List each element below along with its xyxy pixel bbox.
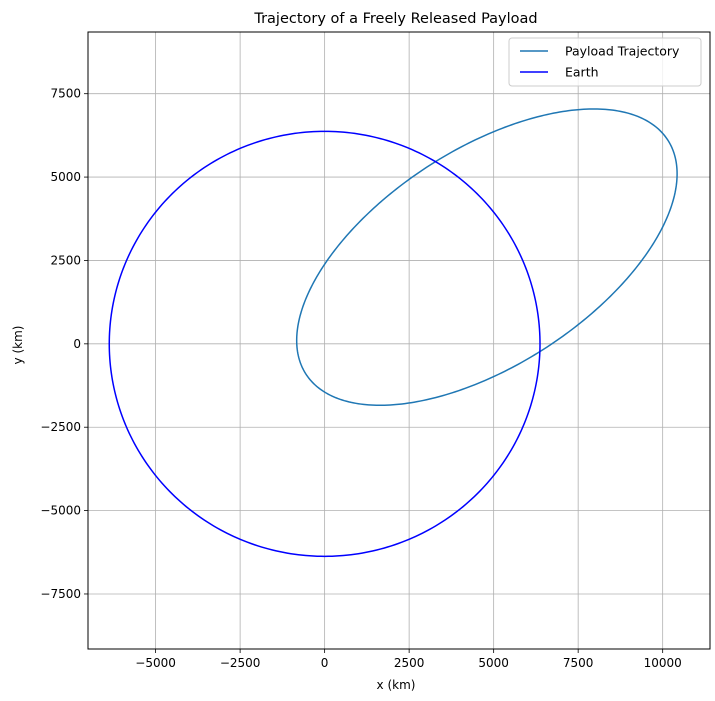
y-axis-label: y (km)	[11, 326, 25, 365]
x-tick-label: 7500	[563, 656, 594, 670]
legend-label-payload-trajectory: Payload Trajectory	[565, 44, 680, 59]
chart-title: Trajectory of a Freely Released Payload	[253, 11, 537, 27]
x-tick-label: 5000	[478, 656, 509, 670]
x-tick-label: 10000	[644, 656, 682, 670]
plot-area-frame	[87, 31, 711, 650]
series-line-payload-trajectory	[295, 108, 678, 407]
y-axis-ticks: −7500 −5000 −2500 0 2500 5000 7500	[40, 87, 88, 601]
plot-series	[108, 108, 678, 558]
x-tick-label: −2500	[220, 656, 261, 670]
legend-box	[508, 37, 702, 87]
x-tick-label: −5000	[135, 656, 176, 670]
x-tick-label: 0	[321, 656, 329, 670]
y-tick-label: −5000	[40, 504, 81, 518]
y-tick-label: 0	[73, 337, 81, 351]
series-line-earth	[108, 130, 541, 558]
y-tick-label: 5000	[50, 170, 81, 184]
y-tick-label: −7500	[40, 587, 81, 601]
x-tick-label: 2500	[394, 656, 425, 670]
y-tick-label: 7500	[50, 87, 81, 101]
grid	[88, 32, 710, 649]
y-tick-label: −2500	[40, 420, 81, 434]
x-axis-ticks: −5000 −2500 0 2500 5000 7500 10000	[135, 649, 682, 670]
legend-label-earth: Earth	[565, 65, 599, 80]
y-tick-label: 2500	[50, 253, 81, 267]
legend: Payload Trajectory Earth	[508, 37, 702, 87]
x-axis-label: x (km)	[377, 678, 416, 692]
